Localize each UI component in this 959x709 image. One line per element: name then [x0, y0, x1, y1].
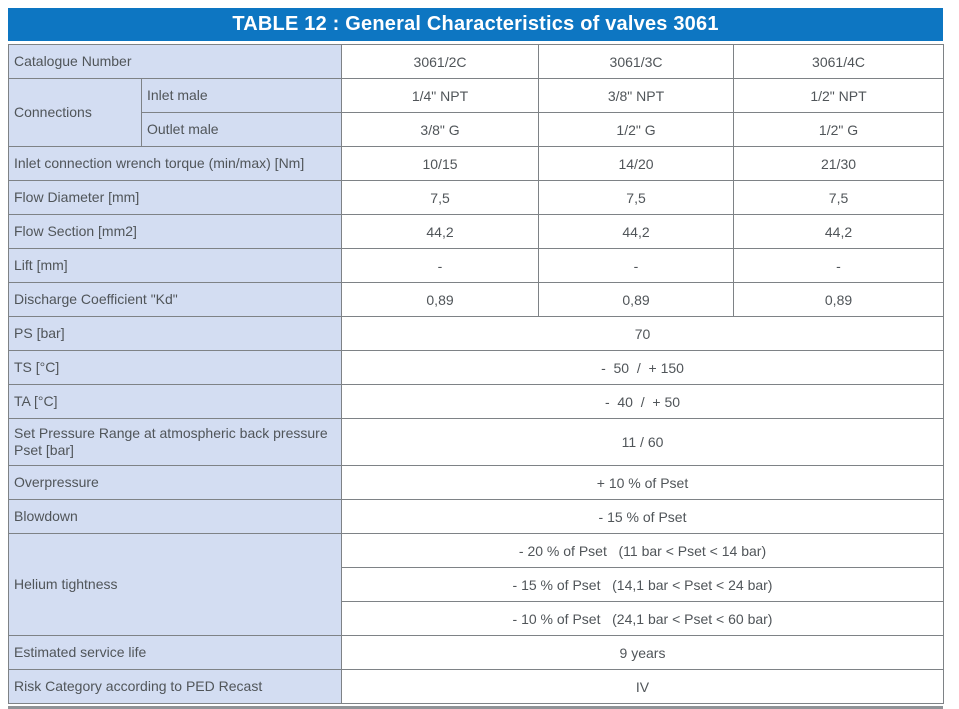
- outlet-male-2c: 3/8" G: [341, 112, 540, 147]
- discharge-coefficient-3c: 0,89: [538, 282, 735, 317]
- row-label-catalogue-number: Catalogue Number: [7, 44, 343, 79]
- row-label-flow-section: Flow Section [mm2]: [7, 214, 343, 249]
- row-set-pressure-range: Set Pressure Range at atmospheric back p…: [7, 418, 945, 466]
- inlet-male-3c: 3/8" NPT: [538, 78, 735, 113]
- row-label-set-pressure-range: Set Pressure Range at atmospheric back p…: [7, 418, 343, 466]
- ts-value: - 50 / + 150: [341, 350, 945, 385]
- row-lift: Lift [mm] - - -: [7, 248, 945, 283]
- row-service-life: Estimated service life 9 years: [7, 635, 945, 670]
- row-ts: TS [°C] - 50 / + 150: [7, 350, 945, 385]
- flow-diameter-3c: 7,5: [538, 180, 735, 215]
- flow-section-4c: 44,2: [733, 214, 945, 249]
- discharge-coefficient-2c: 0,89: [341, 282, 540, 317]
- outlet-male-3c: 1/2" G: [538, 112, 735, 147]
- set-pressure-range-value: 11 / 60: [341, 418, 945, 466]
- catalogue-number-2c: 3061/2C: [341, 44, 540, 79]
- risk-category-value: IV: [341, 669, 945, 704]
- row-wrench-torque: Inlet connection wrench torque (min/max)…: [7, 146, 945, 181]
- table-title: TABLE 12 : General Characteristics of va…: [232, 13, 719, 35]
- row-label-risk-category: Risk Category according to PED Recast: [7, 669, 343, 704]
- row-overpressure: Overpressure + 10 % of Pset: [7, 465, 945, 500]
- row-flow-diameter: Flow Diameter [mm] 7,5 7,5 7,5: [7, 180, 945, 215]
- overpressure-value: + 10 % of Pset: [341, 465, 945, 500]
- row-label-blowdown: Blowdown: [7, 499, 343, 534]
- service-life-value: 9 years: [341, 635, 945, 670]
- row-label-ts: TS [°C]: [7, 350, 343, 385]
- row-label-helium-tightness: Helium tightness: [7, 533, 343, 636]
- row-label-lift: Lift [mm]: [7, 248, 343, 283]
- row-ps: PS [bar] 70: [7, 316, 945, 351]
- row-label-ta: TA [°C]: [7, 384, 343, 419]
- catalogue-number-3c: 3061/3C: [538, 44, 735, 79]
- inlet-male-2c: 1/4" NPT: [341, 78, 540, 113]
- row-label-connections: Connections: [8, 78, 142, 147]
- lift-4c: -: [733, 248, 945, 283]
- flow-diameter-2c: 7,5: [341, 180, 540, 215]
- helium-tightness-range-1: - 20 % of Pset (11 bar < Pset < 14 bar): [341, 533, 945, 568]
- flow-diameter-4c: 7,5: [733, 180, 945, 215]
- lift-2c: -: [341, 248, 540, 283]
- discharge-coefficient-4c: 0,89: [733, 282, 945, 317]
- helium-tightness-range-2: - 15 % of Pset (14,1 bar < Pset < 24 bar…: [341, 567, 945, 602]
- row-label-service-life: Estimated service life: [7, 635, 343, 670]
- row-flow-section: Flow Section [mm2] 44,2 44,2 44,2: [7, 214, 945, 249]
- row-helium-tightness-1: Helium tightness - 20 % of Pset (11 bar …: [7, 533, 945, 636]
- row-risk-category: Risk Category according to PED Recast IV: [7, 669, 945, 704]
- characteristics-table: Catalogue Number 3061/2C 3061/3C 3061/4C…: [7, 44, 945, 704]
- row-helium-tightness-2: - 15 % of Pset (14,1 bar < Pset < 24 bar…: [9, 567, 945, 602]
- ta-value: - 40 / + 50: [341, 384, 945, 419]
- row-label-inlet-male: Inlet male: [140, 78, 343, 113]
- ps-value: 70: [341, 316, 945, 351]
- flow-section-3c: 44,2: [538, 214, 735, 249]
- row-label-discharge-coefficient: Discharge Coefficient "Kd": [7, 282, 343, 317]
- row-catalogue-number: Catalogue Number 3061/2C 3061/3C 3061/4C: [7, 44, 945, 79]
- row-label-outlet-male: Outlet male: [140, 112, 343, 147]
- table-title-bar: TABLE 12 : General Characteristics of va…: [8, 8, 943, 41]
- blowdown-value: - 15 % of Pset: [341, 499, 945, 534]
- row-discharge-coefficient: Discharge Coefficient "Kd" 0,89 0,89 0,8…: [7, 282, 945, 317]
- row-label-overpressure: Overpressure: [7, 465, 343, 500]
- inlet-male-4c: 1/2" NPT: [733, 78, 945, 113]
- row-ta: TA [°C] - 40 / + 50: [7, 384, 945, 419]
- wrench-torque-2c: 10/15: [341, 146, 540, 181]
- lift-3c: -: [538, 248, 735, 283]
- row-helium-tightness-3: - 10 % of Pset (24,1 bar < Pset < 60 bar…: [9, 601, 945, 636]
- row-connections-outlet: Outlet male 3/8" G 1/2" G 1/2" G: [9, 112, 945, 147]
- row-label-ps: PS [bar]: [7, 316, 343, 351]
- wrench-torque-3c: 14/20: [538, 146, 735, 181]
- outlet-male-4c: 1/2" G: [733, 112, 945, 147]
- wrench-torque-4c: 21/30: [733, 146, 945, 181]
- datasheet-page: TABLE 12 : General Characteristics of va…: [7, 8, 945, 709]
- flow-section-2c: 44,2: [341, 214, 540, 249]
- catalogue-number-4c: 3061/4C: [733, 44, 945, 79]
- row-connections-inlet: Connections Inlet male 1/4" NPT 3/8" NPT…: [8, 78, 945, 147]
- helium-tightness-range-3: - 10 % of Pset (24,1 bar < Pset < 60 bar…: [341, 601, 945, 636]
- row-label-wrench-torque: Inlet connection wrench torque (min/max)…: [7, 146, 343, 181]
- row-blowdown: Blowdown - 15 % of Pset: [7, 499, 945, 534]
- row-label-flow-diameter: Flow Diameter [mm]: [7, 180, 343, 215]
